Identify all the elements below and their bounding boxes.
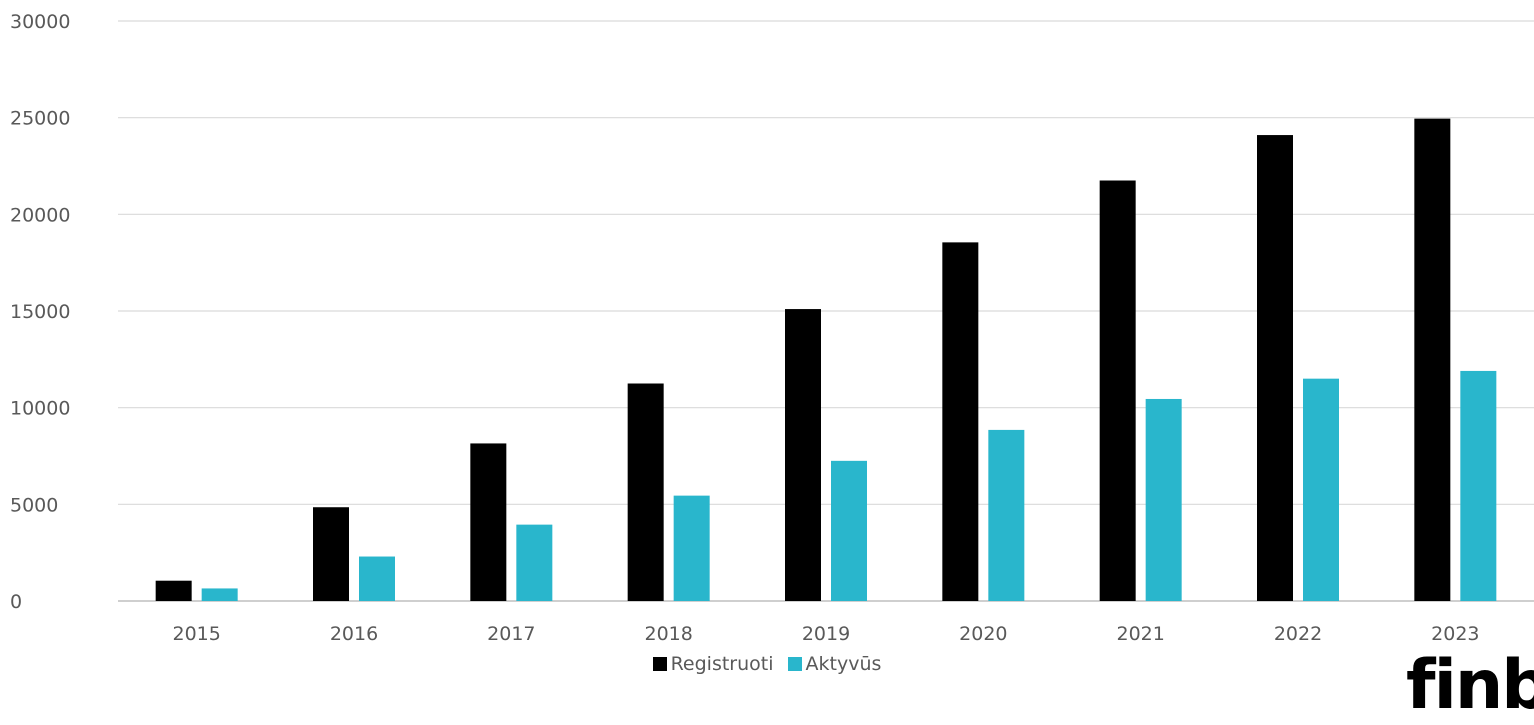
bar-registruoti-2017 xyxy=(470,443,507,601)
bar-registruoti-2019 xyxy=(785,309,821,601)
bar-registruoti-2021 xyxy=(1099,180,1136,601)
bar-registruoti-2016 xyxy=(313,507,349,601)
bar-registruoti-2023 xyxy=(1414,118,1451,601)
bar-aktyvūs-2016 xyxy=(359,556,395,601)
bar-registruoti-2020 xyxy=(942,242,979,601)
y-tick-label: 5000 xyxy=(10,494,58,516)
x-tick-label: 2017 xyxy=(487,623,535,645)
x-tick-label: 2015 xyxy=(172,623,220,645)
y-tick-label: 20000 xyxy=(10,204,70,226)
bars xyxy=(155,118,1497,602)
y-tick-label: 30000 xyxy=(10,11,70,33)
y-tick-label: 25000 xyxy=(10,108,70,130)
legend-item-aktyvus[interactable]: Aktyvūs xyxy=(787,653,882,675)
legend: Registruoti Aktyvūs xyxy=(0,649,1534,679)
x-tick-label: 2022 xyxy=(1274,623,1322,645)
x-tick-label: 2021 xyxy=(1116,623,1164,645)
bar-registruoti-2018 xyxy=(627,383,664,601)
legend-swatch-aktyvus xyxy=(787,657,802,671)
gridlines xyxy=(118,20,1534,602)
bar-registruoti-2022 xyxy=(1257,135,1293,602)
bar-aktyvūs-2021 xyxy=(1145,398,1182,601)
bar-aktyvūs-2022 xyxy=(1303,378,1339,601)
x-tick-label: 2019 xyxy=(802,623,850,645)
bar-aktyvūs-2015 xyxy=(201,588,238,601)
y-tick-label: 15000 xyxy=(10,301,70,323)
x-tick-label: 2023 xyxy=(1431,623,1479,645)
y-tick-label: 0 xyxy=(10,591,22,613)
x-tick-label: 2020 xyxy=(959,623,1007,645)
bar-aktyvūs-2018 xyxy=(673,495,710,601)
legend-item-registruoti[interactable]: Registruoti xyxy=(652,653,774,675)
legend-swatch-registruoti xyxy=(652,657,667,671)
bar-aktyvūs-2017 xyxy=(516,524,553,601)
y-tick-label: 10000 xyxy=(10,398,70,420)
x-tick-label: 2016 xyxy=(330,623,378,645)
bar-aktyvūs-2019 xyxy=(831,460,867,601)
bar-registruoti-2015 xyxy=(155,580,192,601)
bar-aktyvūs-2023 xyxy=(1460,370,1497,601)
x-axis-ticks: 2015 2016 2017 2018 2019 2020 2021 2022 2023 xyxy=(172,623,1479,645)
finbee-logo: finb xyxy=(1406,646,1534,725)
bar-aktyvūs-2020 xyxy=(988,429,1025,601)
y-axis-ticks: 0 5000 10000 15000 20000 25000 30000 xyxy=(10,11,70,613)
legend-label-registruoti: Registruoti xyxy=(670,653,774,675)
legend-label-aktyvus: Aktyvūs xyxy=(805,653,882,675)
x-tick-label: 2018 xyxy=(644,623,692,645)
